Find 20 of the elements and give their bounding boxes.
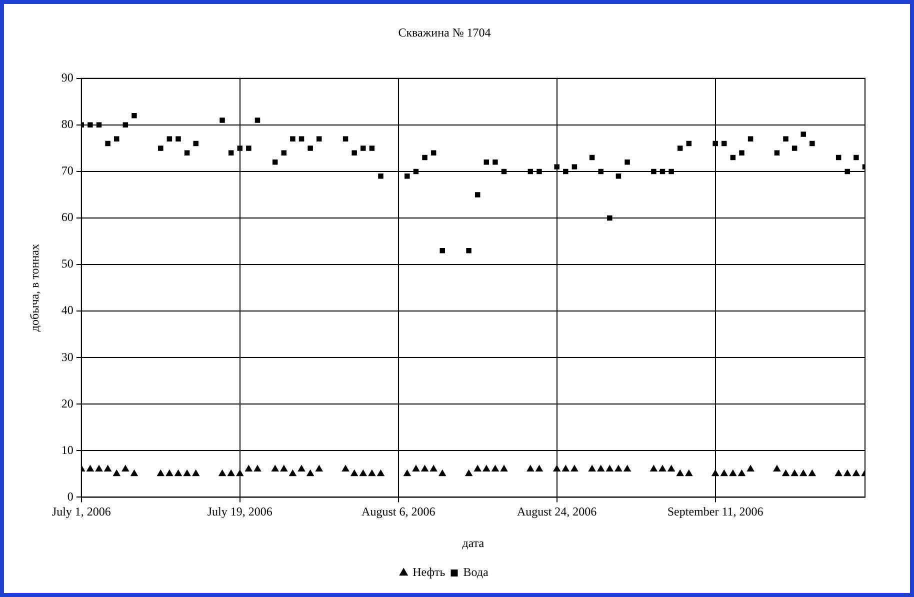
legend-label: Нефть <box>412 565 446 580</box>
y-tick-label: 10 <box>61 442 74 457</box>
y-tick-label: 90 <box>61 70 74 85</box>
y-tick-label: 70 <box>61 164 74 178</box>
y-tick-label: 50 <box>61 256 74 271</box>
y-tick-label: 0 <box>67 489 74 504</box>
x-axis-title: дата <box>462 536 485 550</box>
y-tick-label: 30 <box>61 350 74 364</box>
y-tick-label: 20 <box>61 396 74 410</box>
legend-label: Вода <box>463 565 490 580</box>
y-axis-title: добыча, в тоннах <box>27 244 42 332</box>
y-tick-label: 40 <box>61 303 74 318</box>
x-tick-label: July 1, 2006 <box>52 504 111 519</box>
chart-title: Скважина № 1704 <box>398 25 491 40</box>
x-tick-label: September 11, 2006 <box>667 504 764 519</box>
y-tick-label: 80 <box>61 117 74 132</box>
y-tick-label: 60 <box>61 210 74 224</box>
x-tick-label: August 24, 2006 <box>517 504 597 519</box>
x-tick-label: August 6, 2006 <box>362 504 436 519</box>
x-tick-label: July 19, 2006 <box>207 504 272 519</box>
